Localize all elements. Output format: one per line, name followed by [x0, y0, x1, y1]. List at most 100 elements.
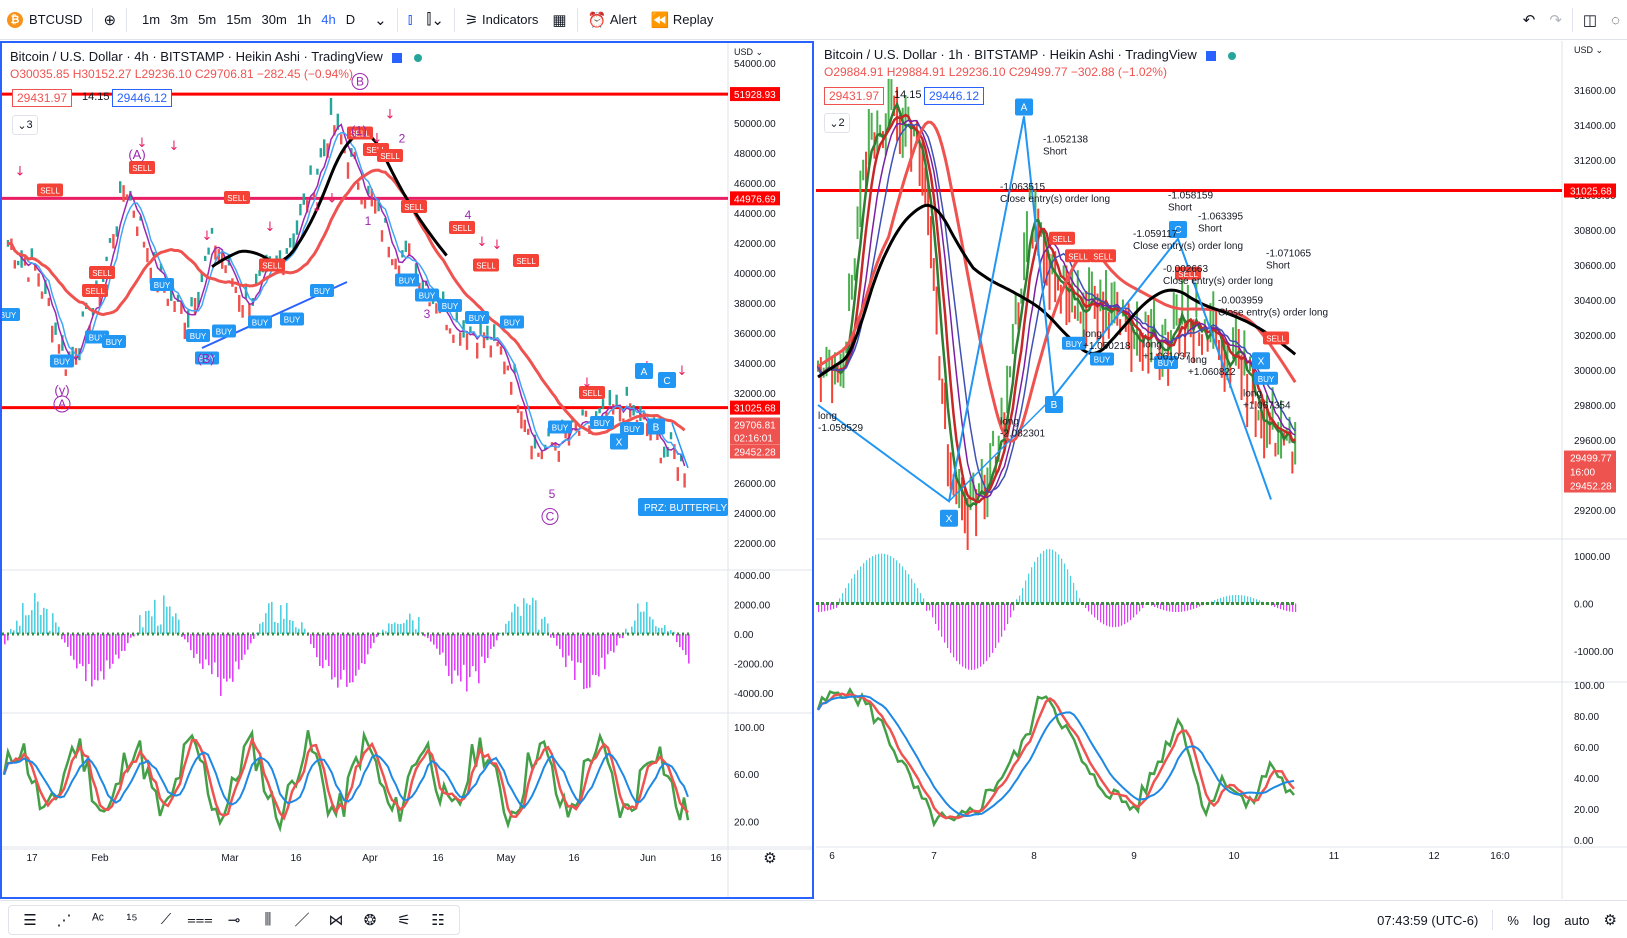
- buy-signal[interactable]: [620, 422, 644, 435]
- buy-signal[interactable]: [1090, 352, 1114, 366]
- percent-toggle[interactable]: %: [1507, 912, 1519, 928]
- pattern-icon[interactable]: ⋈: [328, 911, 344, 929]
- wave-label[interactable]: (A): [128, 147, 145, 162]
- price-tag[interactable]: [730, 87, 780, 102]
- price-tag[interactable]: [1564, 183, 1616, 198]
- buy-signal[interactable]: [186, 329, 210, 342]
- price-tag[interactable]: [730, 400, 780, 415]
- timeframe-dropdown[interactable]: ⌄: [367, 0, 394, 40]
- currency-label[interactable]: USD ⌄: [734, 47, 763, 57]
- price-tag[interactable]: [730, 444, 780, 459]
- sell-signal[interactable]: [579, 386, 605, 399]
- price-tag[interactable]: [730, 430, 780, 445]
- ac-icon[interactable]: ᴬᶜ: [91, 911, 105, 928]
- symbol-search[interactable]: ₿ BTCUSD: [0, 0, 89, 40]
- buy-signal[interactable]: [212, 324, 236, 338]
- buy-signal[interactable]: [150, 278, 174, 291]
- harmonic-line[interactable]: [671, 422, 689, 469]
- pattern-point[interactable]: [1252, 352, 1270, 370]
- left-buy-price[interactable]: 29446.12: [112, 89, 173, 107]
- timeframe-30m[interactable]: 30m: [261, 12, 287, 27]
- replay-button[interactable]: ⏪ Replay: [644, 0, 721, 40]
- wave-label[interactable]: 4: [465, 208, 472, 222]
- pattern-point[interactable]: [647, 418, 665, 435]
- auto-toggle[interactable]: auto: [1564, 912, 1590, 928]
- flag-icon[interactable]: [392, 52, 403, 63]
- buy-signal[interactable]: [438, 299, 462, 312]
- wave-label[interactable]: 3: [424, 307, 431, 321]
- pattern-point[interactable]: [635, 363, 653, 379]
- buy-signal[interactable]: [1062, 336, 1086, 350]
- sell-signal[interactable]: [224, 191, 250, 204]
- timeframe-4h[interactable]: 4h: [321, 12, 336, 27]
- price-tag[interactable]: [730, 417, 780, 432]
- buy-signal[interactable]: [1254, 371, 1278, 385]
- wave-label[interactable]: (B): [197, 351, 214, 366]
- alert-button[interactable]: ⏰ Alert: [581, 0, 644, 40]
- left-chart-pane[interactable]: 54000.00 5 2000.00 50000.00 48000.00 46000.00…: [0, 41, 814, 899]
- buy-signal[interactable]: [248, 315, 272, 329]
- buy-signal[interactable]: [465, 311, 489, 324]
- buy-signal[interactable]: [2, 308, 20, 321]
- buy-signal[interactable]: [1154, 356, 1178, 369]
- pattern-point[interactable]: [658, 372, 676, 388]
- right-legend-collapse[interactable]: ⌄ 2: [824, 113, 850, 133]
- right-chart-canvas[interactable]: 31600.0031400.0031200.0031000.0030800.00…: [816, 41, 1627, 899]
- hline-icon[interactable]: ⊸: [227, 911, 241, 929]
- indicators-button[interactable]: ⚞ Indicators: [458, 0, 545, 40]
- wave-label[interactable]: (y): [54, 383, 69, 398]
- right-sell-price[interactable]: 29431.97: [824, 87, 885, 105]
- right-chart-pane[interactable]: 31600.0031400.0031200.0031000.0030800.00…: [816, 41, 1627, 899]
- sell-signal[interactable]: [1049, 231, 1075, 245]
- wave-label[interactable]: B: [356, 75, 364, 89]
- timeframe-1h[interactable]: 1h: [296, 12, 312, 27]
- fib-icon[interactable]: ⩶: [187, 911, 213, 928]
- chart-type-button[interactable]: ⫿ ⌄: [420, 0, 451, 40]
- sell-signal[interactable]: [401, 200, 427, 213]
- pattern-point[interactable]: [940, 509, 958, 527]
- clock[interactable]: 07:43:59 (UTC-6): [1377, 912, 1479, 928]
- buy-signal[interactable]: [590, 416, 614, 429]
- sell-signal[interactable]: [513, 254, 539, 267]
- settings-icon[interactable]: ⚙: [763, 849, 776, 867]
- undo-button[interactable]: ↶: [1516, 0, 1543, 40]
- buy-signal[interactable]: [195, 351, 219, 365]
- wave-label[interactable]: A: [58, 397, 66, 411]
- buy-signal[interactable]: [415, 288, 439, 302]
- sell-signal[interactable]: [1263, 331, 1289, 345]
- sell-signal[interactable]: [347, 126, 373, 140]
- left-sell-price[interactable]: 29431.97: [12, 89, 73, 107]
- price-tag[interactable]: [730, 191, 780, 206]
- sell-signal[interactable]: [1065, 249, 1091, 263]
- wave-label[interactable]: 1: [365, 214, 372, 228]
- brush-icon[interactable]: ／: [294, 912, 310, 929]
- log-toggle[interactable]: log: [1532, 912, 1551, 928]
- sell-signal[interactable]: [1175, 266, 1201, 280]
- sell-signal[interactable]: [1090, 249, 1116, 263]
- sell-signal[interactable]: [82, 284, 108, 297]
- pattern-point[interactable]: [1015, 98, 1033, 116]
- left-chart-canvas[interactable]: 54000.00 5 2000.00 50000.00 48000.00 46000.00…: [2, 43, 812, 897]
- sell-signal[interactable]: [449, 221, 475, 234]
- candles-button[interactable]: ⫾: [401, 0, 420, 40]
- timeframe-5m[interactable]: 5m: [198, 12, 217, 27]
- pattern-point[interactable]: [1169, 221, 1187, 238]
- price-tag[interactable]: [1564, 478, 1616, 493]
- wave-label[interactable]: C: [546, 510, 555, 524]
- buy-signal[interactable]: [500, 315, 524, 329]
- sell-signal[interactable]: [377, 149, 403, 162]
- buy-signal[interactable]: [395, 273, 419, 287]
- templates-button[interactable]: ▦: [545, 0, 573, 40]
- buy-signal[interactable]: [102, 335, 126, 348]
- currency-label[interactable]: USD ⌄: [1574, 45, 1603, 55]
- sell-signal[interactable]: [473, 258, 499, 272]
- left-legend-collapse[interactable]: ⌄ 3: [12, 115, 38, 135]
- sell-signal[interactable]: [89, 266, 115, 279]
- right-buy-price[interactable]: 29446.12: [924, 87, 985, 105]
- settings-button[interactable]: ◌: [1604, 0, 1627, 40]
- cycle-icon[interactable]: ❂: [363, 911, 377, 929]
- wave-label[interactable]: 2: [399, 132, 406, 146]
- layout-button[interactable]: ◫: [1576, 0, 1604, 40]
- buy-signal[interactable]: [548, 420, 572, 434]
- sell-signal[interactable]: [37, 183, 63, 197]
